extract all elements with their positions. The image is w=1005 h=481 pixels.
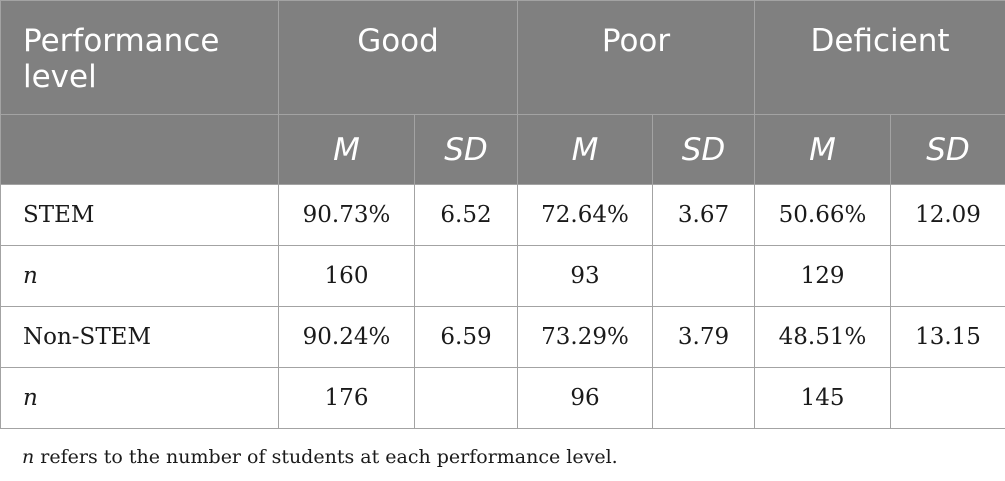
header-row-stats: M SD M SD M SD <box>0 114 1005 185</box>
table-footnote: n refers to the number of students at ea… <box>22 446 618 468</box>
table-row: n 176 96 145 <box>0 367 1005 429</box>
table-cell: 160 <box>278 245 415 307</box>
table-cell <box>413 367 519 429</box>
subheader-good-m: M <box>278 114 415 185</box>
subheader-poor-m: M <box>517 114 654 185</box>
subheader-good-sd: SD <box>413 114 519 185</box>
table-cell <box>652 245 756 307</box>
row-label: STEM <box>0 184 279 246</box>
table-cell <box>890 367 1005 429</box>
table-cell: 12.09 <box>890 184 1005 246</box>
header-deficient: Deficient <box>754 0 1005 115</box>
row-label: Non-STEM <box>0 306 279 368</box>
table-cell: 145 <box>754 367 892 429</box>
table-row: STEM 90.73% 6.52 72.64% 3.67 50.66% 12.0… <box>0 184 1005 246</box>
subheader-deficient-sd: SD <box>890 114 1005 185</box>
table-cell: 48.51% <box>754 306 892 368</box>
table-cell: 96 <box>517 367 654 429</box>
table-cell: 73.29% <box>517 306 654 368</box>
table-cell <box>413 245 519 307</box>
header-good: Good <box>277 0 519 115</box>
table-cell: 90.24% <box>278 306 415 368</box>
table-cell <box>890 245 1005 307</box>
header-empty-cell <box>0 114 279 185</box>
table-cell <box>652 367 756 429</box>
subheader-deficient-m: M <box>754 114 892 185</box>
row-label: n <box>0 245 279 307</box>
table-cell: 50.66% <box>754 184 892 246</box>
table-cell: 6.52 <box>413 184 519 246</box>
table-cell: 13.15 <box>890 306 1005 368</box>
footnote-text: refers to the number of students at each… <box>34 446 618 468</box>
table-cell: 3.67 <box>652 184 756 246</box>
subheader-poor-sd: SD <box>652 114 756 185</box>
table-cell: 72.64% <box>517 184 654 246</box>
header-row-groups: Performance level Good Poor Deficient <box>0 0 1005 115</box>
table-row: n 160 93 129 <box>0 245 1005 307</box>
row-label: n <box>0 367 279 429</box>
table-row: Non-STEM 90.24% 6.59 73.29% 3.79 48.51% … <box>0 306 1005 368</box>
table-cell: 176 <box>278 367 415 429</box>
table-cell: 93 <box>517 245 654 307</box>
header-performance-level: Performance level <box>0 0 279 115</box>
header-poor: Poor <box>517 0 756 115</box>
footnote-variable: n <box>22 446 35 468</box>
table-cell: 90.73% <box>278 184 415 246</box>
table-cell: 129 <box>754 245 892 307</box>
table-cell: 3.79 <box>652 306 756 368</box>
results-table: Performance level Good Poor Deficient M … <box>0 0 1005 429</box>
table-cell: 6.59 <box>413 306 519 368</box>
